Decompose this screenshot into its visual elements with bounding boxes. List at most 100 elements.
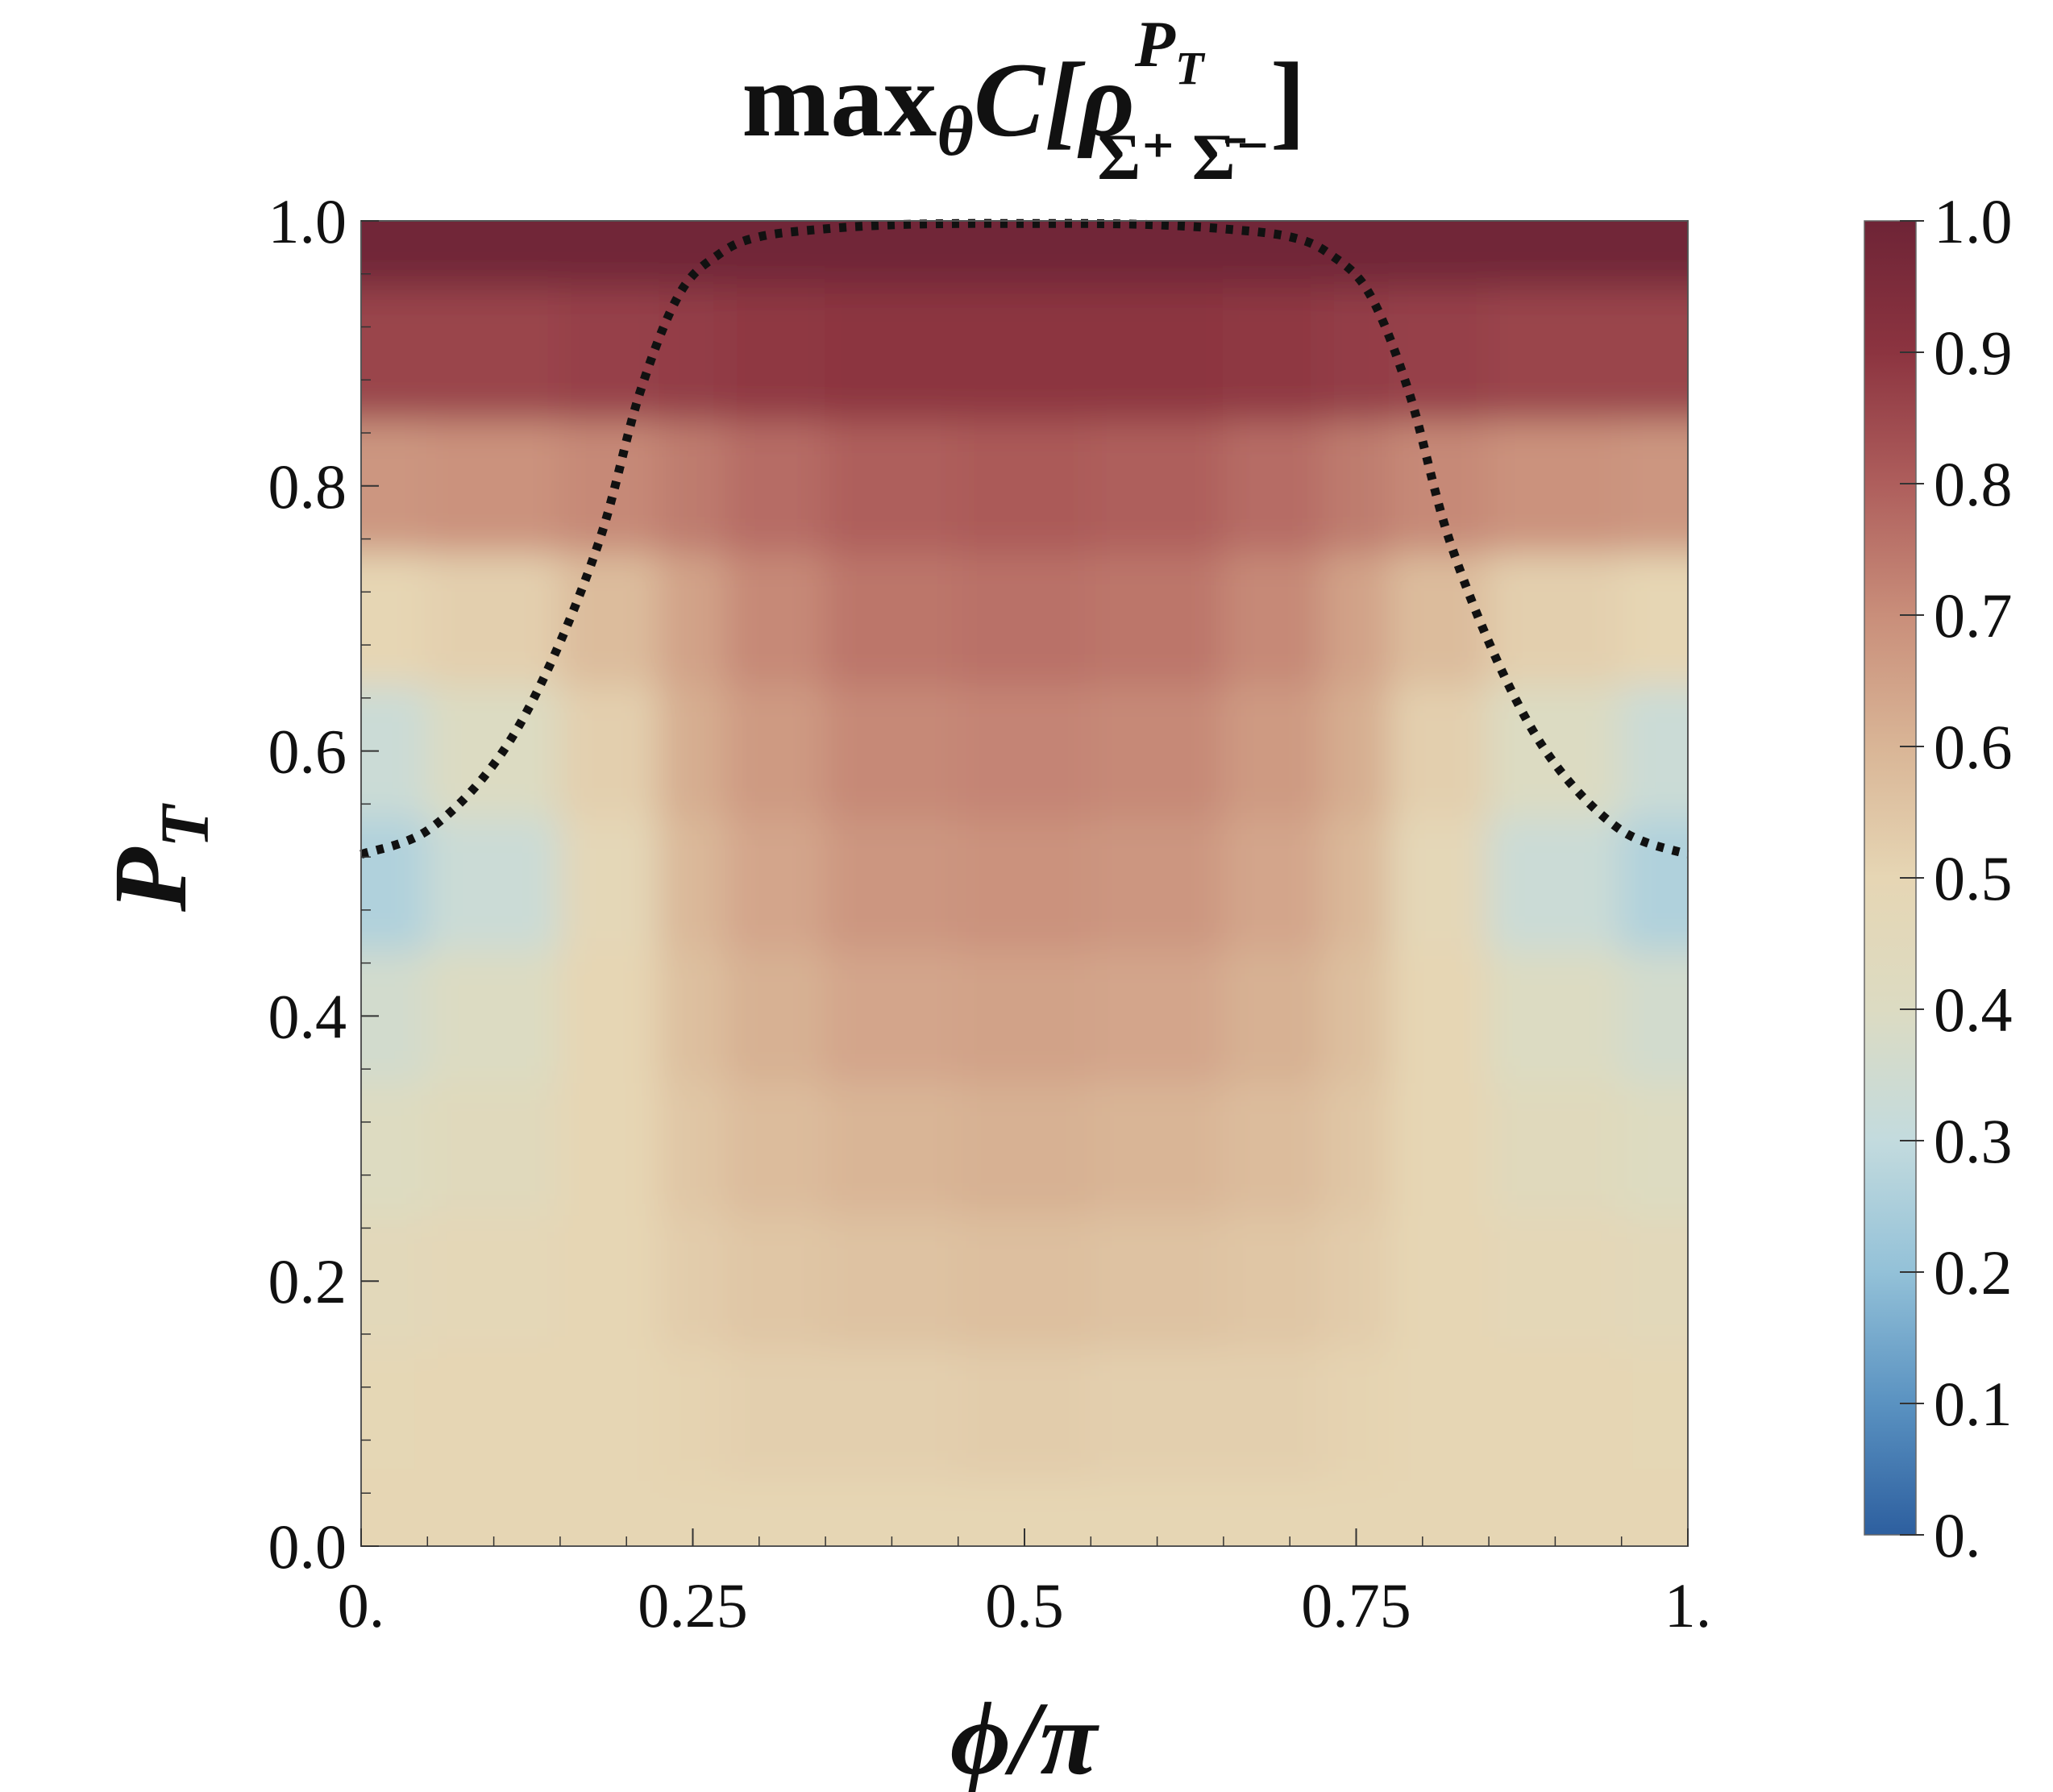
heatmap-cell bbox=[659, 949, 727, 1083]
heatmap-cell bbox=[1222, 1346, 1324, 1481]
heatmap-cell bbox=[1090, 551, 1224, 686]
heatmap-cell bbox=[1620, 684, 1688, 818]
heatmap-cell bbox=[1620, 1214, 1688, 1349]
heatmap-cell bbox=[725, 418, 827, 553]
heatmap-cell bbox=[825, 816, 959, 951]
heatmap-cell bbox=[426, 1478, 561, 1546]
heatmap-cell bbox=[426, 551, 561, 686]
heatmap-cell bbox=[1090, 816, 1224, 951]
x-axis-title: ϕ/π bbox=[950, 1681, 1099, 1792]
colorbar-tick-label: 0.6 bbox=[1934, 712, 2013, 782]
heatmap-cell bbox=[559, 949, 661, 1083]
heatmap-cell bbox=[725, 949, 827, 1083]
heatmap-cell bbox=[659, 1081, 727, 1216]
heatmap-cell bbox=[1090, 1081, 1224, 1216]
heatmap-cell bbox=[825, 286, 959, 421]
x-tick-label: 0. bbox=[338, 1570, 385, 1640]
colorbar: 0. 0.1 0.2 0.3 0.4 0.5 0.6 0.7 0.8 0.9 1.0 bbox=[1864, 186, 2013, 1570]
heatmap-cell bbox=[957, 684, 1092, 818]
heatmap-cell bbox=[825, 1346, 959, 1481]
colorbar-tick-label: 0.7 bbox=[1934, 580, 2013, 651]
heatmap-cell bbox=[1488, 1478, 1623, 1546]
heatmap-cell bbox=[1090, 418, 1224, 553]
y-axis-title-sub: T bbox=[146, 803, 223, 848]
heatmap-cell bbox=[426, 949, 561, 1083]
heatmap-cell bbox=[1488, 286, 1623, 421]
heatmap-cell bbox=[1620, 286, 1688, 421]
heatmap-cell bbox=[1488, 1214, 1623, 1349]
x-tick-label: 0.75 bbox=[1301, 1570, 1411, 1640]
heatmap-cell bbox=[957, 949, 1092, 1083]
heatmap-cell bbox=[559, 816, 661, 951]
heatmap-cell bbox=[957, 286, 1092, 421]
heatmap-cell bbox=[1322, 1346, 1390, 1481]
colorbar-tick-label: 0.3 bbox=[1934, 1106, 2013, 1176]
colorbar-tick-label: 0.5 bbox=[1934, 843, 2013, 913]
y-axis-title: PT bbox=[93, 803, 223, 913]
y-tick-label: 0.8 bbox=[268, 451, 347, 522]
heatmap-cell bbox=[1620, 418, 1688, 553]
heatmap-cell bbox=[957, 1346, 1092, 1481]
heatmap-cell bbox=[1090, 949, 1224, 1083]
heatmap-cell bbox=[1620, 1081, 1688, 1216]
heatmap-cell bbox=[825, 1478, 959, 1546]
chart-title: maxθC[ρPT Σ⁺ Σ̄⁻] bbox=[742, 7, 1305, 193]
heatmap-cell bbox=[957, 1081, 1092, 1216]
heatmap-cell bbox=[1090, 1214, 1224, 1349]
heatmap-cell bbox=[426, 684, 561, 818]
heatmap-cell bbox=[659, 418, 727, 553]
heatmap-cell bbox=[725, 286, 827, 421]
title-prefix: max bbox=[742, 40, 937, 159]
heatmap-cell bbox=[725, 1478, 827, 1546]
heatmap-cell bbox=[725, 1214, 827, 1349]
heatmap-cell bbox=[559, 684, 661, 818]
heatmap-cell bbox=[1488, 418, 1623, 553]
colorbar-tick-label: 1.0 bbox=[1934, 186, 2013, 256]
heatmap-cell bbox=[559, 221, 661, 289]
heatmap-cell bbox=[725, 1346, 827, 1481]
heatmap-cell bbox=[1388, 1346, 1490, 1481]
y-tick-label: 0.0 bbox=[268, 1511, 347, 1582]
x-tick-label: 0.25 bbox=[638, 1570, 748, 1640]
heatmap-cell bbox=[1388, 1214, 1490, 1349]
x-tick-label: 0.5 bbox=[985, 1570, 1064, 1640]
heatmap-cell bbox=[361, 1346, 429, 1481]
heatmap-cell bbox=[1322, 551, 1390, 686]
heatmap-field bbox=[361, 221, 1688, 1546]
title-sub: Σ⁺ Σ̄⁻ bbox=[1097, 120, 1270, 193]
heatmap-cell bbox=[559, 418, 661, 553]
heatmap-cell bbox=[725, 1081, 827, 1216]
heatmap-cell bbox=[1222, 551, 1324, 686]
heatmap-cell bbox=[1388, 816, 1490, 951]
heatmap-cell bbox=[825, 1214, 959, 1349]
heatmap-cell bbox=[1322, 221, 1390, 289]
heatmap-cell bbox=[1322, 418, 1390, 553]
heatmap-cell bbox=[1322, 816, 1390, 951]
heatmap-cell bbox=[361, 551, 429, 686]
heatmap-cell bbox=[1322, 1081, 1390, 1216]
heatmap-cell bbox=[1388, 684, 1490, 818]
heatmap-cell bbox=[957, 221, 1092, 289]
heatmap-cell bbox=[957, 418, 1092, 553]
heatmap-cell bbox=[1488, 221, 1623, 289]
title-suffix: ] bbox=[1270, 40, 1306, 159]
heatmap-cell bbox=[1322, 1214, 1390, 1349]
title-sub-var: θ bbox=[937, 93, 974, 171]
heatmap-cell bbox=[1388, 1478, 1490, 1546]
heatmap-cell bbox=[1488, 1081, 1623, 1216]
heatmap-cell bbox=[1322, 684, 1390, 818]
x-tick-label: 1. bbox=[1664, 1570, 1712, 1640]
heatmap-cell bbox=[725, 684, 827, 818]
heatmap-cell bbox=[1488, 949, 1623, 1083]
heatmap-cell bbox=[426, 221, 561, 289]
x-axis: 0. 0.25 0.5 0.75 1. bbox=[338, 1528, 1712, 1640]
colorbar-tick-label: 0.8 bbox=[1934, 449, 2013, 519]
title-sup-sub: T bbox=[1175, 42, 1206, 94]
heatmap-cell bbox=[559, 1214, 661, 1349]
heatmap-cell bbox=[1090, 1478, 1224, 1546]
heatmap-cell bbox=[659, 1214, 727, 1349]
heatmap-cell bbox=[1388, 286, 1490, 421]
heatmap-cell bbox=[1488, 1346, 1623, 1481]
heatmap-cell bbox=[1388, 1081, 1490, 1216]
y-tick-label: 0.2 bbox=[268, 1246, 347, 1316]
